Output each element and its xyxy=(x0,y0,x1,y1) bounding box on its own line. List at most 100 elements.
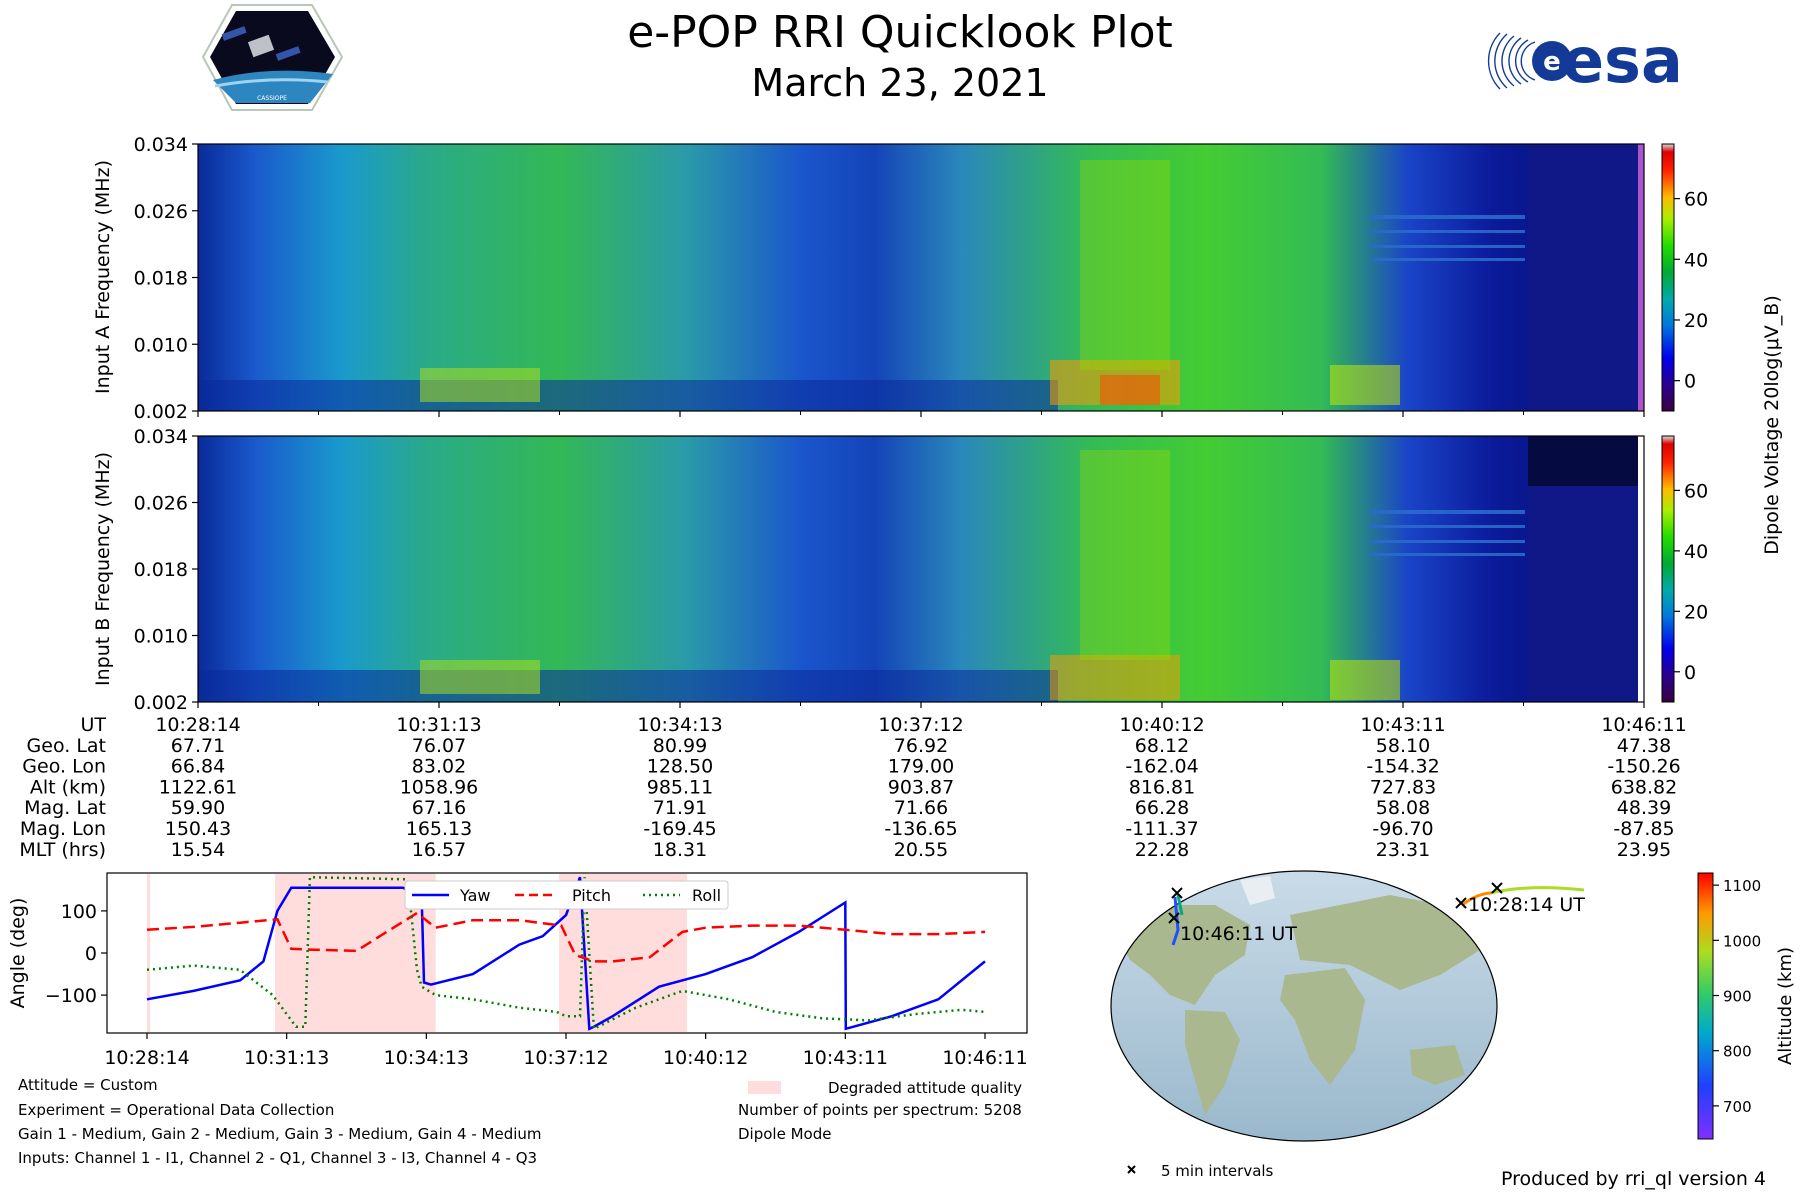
ephemeris-cell: 1058.96 xyxy=(400,776,479,798)
ephemeris-cell: 48.39 xyxy=(1617,797,1671,819)
africa-shape xyxy=(1280,968,1365,1085)
spectrogram-a-ylabel: Input A Frequency (MHz) xyxy=(92,160,114,394)
ephemeris-cell: 10:43:11 xyxy=(1360,714,1445,736)
ephemeris-cell: 10:34:13 xyxy=(637,714,722,736)
legend-yaw: Yaw xyxy=(459,886,490,905)
series-pitch xyxy=(146,911,986,963)
esa-logo: e esa xyxy=(1487,24,1683,97)
page-date: March 23, 2021 xyxy=(751,61,1048,105)
gains-text: Gain 1 - Medium, Gain 2 - Medium, Gain 3… xyxy=(18,1125,542,1143)
attitude-mode-text: Attitude = Custom xyxy=(18,1076,158,1094)
australia-shape xyxy=(1410,1045,1465,1085)
ephemeris-cell: 1122.61 xyxy=(159,776,238,798)
ephemeris-cell: -162.04 xyxy=(1125,756,1198,778)
spectrogram-b-ylabel: Input B Frequency (MHz) xyxy=(92,452,114,686)
altitude-colorbar: 1100 1000 900 800 700 Altitude (km) xyxy=(1697,872,1796,1140)
dipole-mode-text: Dipole Mode xyxy=(738,1125,831,1143)
spec-ytick-label: 0.002 xyxy=(134,692,188,714)
ephemeris-cell: 83.02 xyxy=(412,756,466,778)
ephemeris-cell: 58.10 xyxy=(1376,735,1430,757)
greenland-shape xyxy=(1240,876,1275,905)
ephemeris-cell: 638.82 xyxy=(1611,776,1677,798)
ephemeris-row-label: Geo. Lon xyxy=(22,756,106,778)
ephemeris-cell: 80.99 xyxy=(653,735,707,757)
spectrogram-b-axes: 0.034 0.026 0.018 0.010 0.002 Input B Freque… xyxy=(92,426,1645,714)
ephemeris-row-label: Mag. Lat xyxy=(24,797,106,819)
esa-logo-text: esa xyxy=(1562,24,1683,97)
spectrogram-a xyxy=(198,144,1644,411)
ephemeris-cell: 10:46:11 xyxy=(1601,714,1686,736)
colorbar-a: 60 40 20 0 xyxy=(1661,143,1708,412)
ephemeris-cell: 22.28 xyxy=(1135,839,1189,861)
marker-legend-label: 5 min intervals xyxy=(1161,1162,1274,1180)
spec-ytick-label: 0.010 xyxy=(134,334,188,356)
spec-ytick-label: 0.034 xyxy=(134,426,188,448)
ephemeris-cell: 10:37:12 xyxy=(878,714,963,736)
eurasia-shape xyxy=(1290,895,1480,990)
ephemeris-cell: 165.13 xyxy=(406,818,472,840)
attitude-xtick-label: 10:46:11 xyxy=(942,1047,1027,1069)
colorbar-tick-label: 20 xyxy=(1684,310,1708,332)
attitude-ytick-label: −100 xyxy=(45,985,97,1007)
attitude-ylabel: Angle (deg) xyxy=(7,898,29,1009)
spec-ytick-label: 0.026 xyxy=(134,493,188,515)
colorbar-tick-label: 40 xyxy=(1684,541,1708,563)
colorbar-b: 60 40 20 0 xyxy=(1661,435,1708,703)
attitude-xtick-label: 10:34:13 xyxy=(384,1047,469,1069)
page-title: e-POP RRI Quicklook Plot xyxy=(627,7,1173,58)
ephemeris-cell: 128.50 xyxy=(647,756,713,778)
produced-by-text: Produced by rri_ql version 4 xyxy=(1501,1168,1766,1190)
ephemeris-cell: 179.00 xyxy=(888,756,954,778)
ephemeris-row-label: UT xyxy=(80,714,106,736)
attitude-xtick-label: 10:28:14 xyxy=(104,1047,189,1069)
spec-ytick-label: 0.018 xyxy=(134,268,188,290)
ephemeris-cell: 20.55 xyxy=(894,839,948,861)
ephemeris-cell: 10:31:13 xyxy=(396,714,481,736)
spec-ytick-label: 0.002 xyxy=(134,401,188,423)
legend-roll: Roll xyxy=(692,886,721,905)
colorbar-tick-label: 60 xyxy=(1684,189,1708,211)
altitude-tick-label: 1000 xyxy=(1723,932,1761,950)
attitude-xtick-label: 10:37:12 xyxy=(523,1047,608,1069)
svg-text:e: e xyxy=(1543,47,1561,77)
ephemeris-cell: -87.85 xyxy=(1613,818,1674,840)
attitude-plot: 100 0 −100 10:28:14 10:31:13 10:34:13 10:37:1… xyxy=(7,872,1028,1069)
south-america-shape xyxy=(1185,1010,1240,1115)
track-end-label: 10:46:11 UT xyxy=(1180,923,1297,945)
ephemeris-cell: 150.43 xyxy=(165,818,231,840)
altitude-tick-label: 1100 xyxy=(1723,877,1761,895)
ephemeris-cell: 67.16 xyxy=(412,797,466,819)
colorbar-tick-label: 60 xyxy=(1684,480,1708,502)
ephemeris-cell: 66.84 xyxy=(171,756,225,778)
degraded-legend: Degraded attitude quality xyxy=(748,1079,1022,1097)
ephemeris-cell: 59.90 xyxy=(171,797,225,819)
ephemeris-cell: 816.81 xyxy=(1129,776,1195,798)
ephemeris-cell: 23.31 xyxy=(1376,839,1430,861)
ephemeris-cell: 71.91 xyxy=(653,797,707,819)
degraded-interval xyxy=(147,874,150,1032)
experiment-text: Experiment = Operational Data Collection xyxy=(18,1101,334,1119)
spec-ytick-label: 0.026 xyxy=(134,201,188,223)
altitude-tick-label: 800 xyxy=(1723,1043,1752,1061)
colorbar-tick-label: 20 xyxy=(1684,601,1708,623)
ephemeris-cell: -96.70 xyxy=(1372,818,1433,840)
attitude-ytick-label: 100 xyxy=(61,901,97,923)
ephemeris-cell: 903.87 xyxy=(888,776,954,798)
ephemeris-cell: 71.66 xyxy=(894,797,948,819)
ephemeris-cell: 985.11 xyxy=(647,776,713,798)
ephemeris-table: UT 10:28:14 10:31:13 10:34:13 10:37:12 10:40:… xyxy=(19,714,1686,861)
cassiope-logo: CASSIOPE xyxy=(201,4,344,111)
track-start-label: 10:28:14 UT xyxy=(1468,894,1585,916)
ephemeris-cell: 10:40:12 xyxy=(1119,714,1204,736)
ephemeris-cell: 58.08 xyxy=(1376,797,1430,819)
degraded-legend-label: Degraded attitude quality xyxy=(828,1079,1022,1097)
colorbar-label: Dipole Voltage 20log(μV_B) xyxy=(1761,295,1783,555)
ephemeris-row-label: Mag. Lon xyxy=(20,818,106,840)
ephemeris-cell: -111.37 xyxy=(1125,818,1198,840)
ephemeris-row-label: Alt (km) xyxy=(30,776,106,798)
attitude-ytick-label: 0 xyxy=(85,943,97,965)
ephemeris-cell: 15.54 xyxy=(171,839,225,861)
attitude-xtick-label: 10:40:12 xyxy=(663,1047,748,1069)
colorbar-tick-label: 0 xyxy=(1684,662,1696,684)
